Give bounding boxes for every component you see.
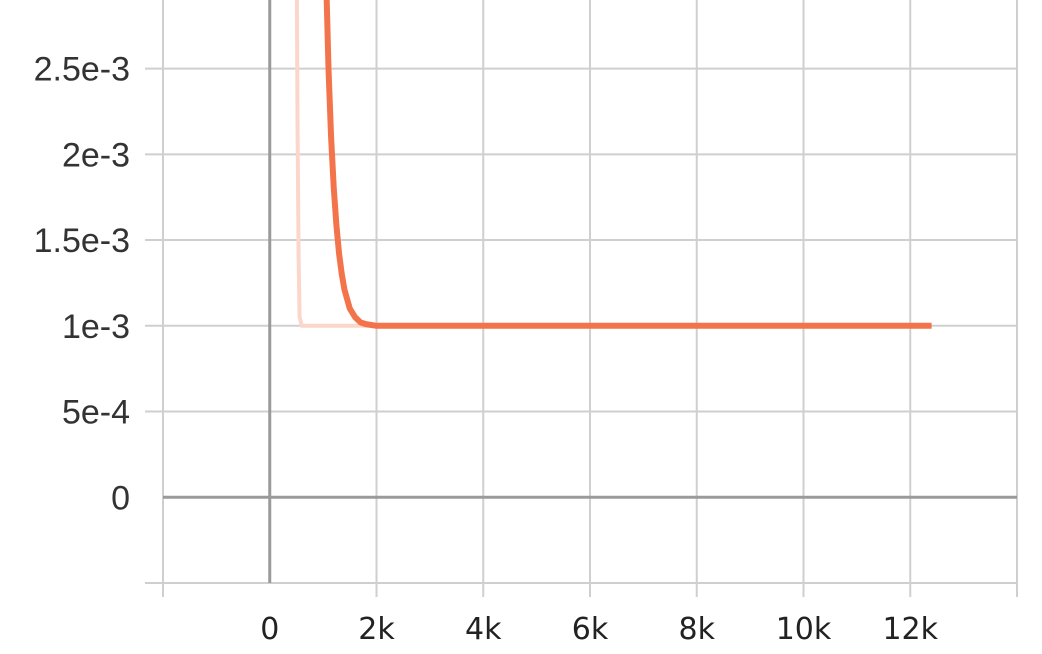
y-tick-label: 0 (111, 479, 130, 517)
axis-layer (163, 0, 1017, 583)
y-tick-label: 2e-3 (62, 136, 130, 174)
y-tick-label: 1e-3 (62, 308, 130, 346)
raw-series-line (294, 0, 377, 328)
grid-layer (145, 0, 1018, 597)
y-tick-label: 5e-4 (62, 394, 130, 432)
x-tick-label: 6k (572, 612, 609, 647)
y-tick-label: 2.5e-3 (34, 51, 130, 89)
x-tick-label: 2k (358, 612, 395, 647)
x-tick-label: 10k (776, 612, 832, 647)
x-tick-label: 0 (260, 612, 279, 647)
series-layer (294, 0, 932, 329)
smoothed-series-line (323, 0, 932, 329)
x-tick-label: 12k (882, 612, 938, 647)
tick-label-layer: 0 5e-4 1e-3 1.5e-3 2e-3 2.5e-3 0 2k 4k 6k 8k 10k 12k (34, 51, 939, 647)
x-tick-label: 4k (465, 612, 502, 647)
x-tick-label: 8k (679, 612, 716, 647)
y-tick-label: 1.5e-3 (34, 222, 130, 260)
